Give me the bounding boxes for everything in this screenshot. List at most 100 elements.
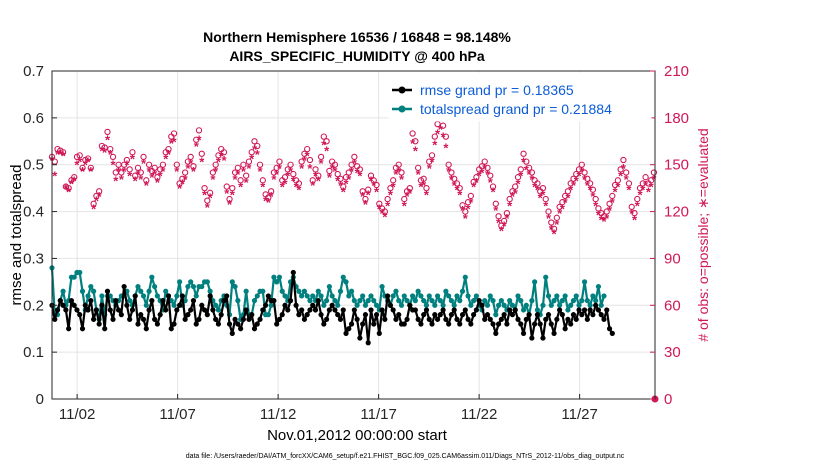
obs-possible-marker — [434, 120, 441, 128]
spread-point — [85, 293, 91, 299]
obs-possible-marker — [248, 149, 255, 156]
obs-evaluated-marker: * — [613, 184, 619, 199]
obs-possible-marker — [137, 169, 144, 176]
obs-possible-marker — [145, 161, 153, 168]
obs-evaluated-marker: * — [255, 147, 261, 162]
spread-point — [593, 298, 599, 304]
spread-point — [584, 298, 590, 304]
spread-point — [451, 302, 457, 308]
obs-evaluated-marker: * — [160, 164, 166, 179]
legend: rmse grand pr = 0.18365 totalspread gran… — [388, 72, 652, 122]
spread-point — [548, 302, 554, 308]
spread-point — [213, 302, 219, 308]
rmse-point — [63, 307, 69, 313]
obs-evaluated-marker: * — [546, 211, 552, 226]
x-axis-label: Nov.01,2012 00:00:00 start — [267, 427, 448, 444]
rmse-point — [190, 298, 197, 304]
rmse-point — [451, 307, 457, 313]
obs-evaluated-marker: * — [343, 176, 349, 191]
obs-evaluated-marker: * — [271, 172, 277, 187]
rmse-point — [307, 307, 313, 313]
rmse-point — [293, 302, 299, 308]
rmse-point — [135, 321, 141, 327]
rmse-point — [437, 312, 443, 318]
obs-possible-marker — [204, 197, 211, 204]
obs-evaluated-marker: * — [216, 155, 222, 170]
spread-point — [587, 302, 593, 308]
obs-possible-marker — [600, 213, 608, 220]
obs-possible-marker — [134, 164, 142, 171]
rmse-point — [121, 283, 127, 290]
rmse-point — [215, 321, 222, 327]
y-tick-label-left: 0.5 — [23, 157, 44, 174]
obs-possible-marker — [276, 158, 283, 165]
obs-evaluated-marker: * — [557, 206, 563, 221]
obs-evaluated-marker: * — [199, 155, 205, 170]
spread-point — [393, 288, 399, 294]
obs-evaluated-marker: * — [499, 223, 505, 238]
obs-possible-marker — [229, 184, 236, 192]
obs-evaluated-marker: * — [152, 167, 158, 182]
rmse-point — [426, 316, 432, 322]
obs-possible-marker — [423, 184, 430, 192]
obs-possible-marker — [118, 169, 125, 176]
obs-possible-marker — [523, 158, 530, 165]
rmse-point — [232, 316, 238, 322]
obs-possible-marker — [317, 153, 325, 161]
rmse-point — [188, 307, 194, 313]
rmse-point — [609, 330, 615, 336]
rmse-point — [171, 321, 177, 327]
obs-possible-marker — [592, 195, 599, 203]
obs-evaluated-marker: * — [191, 164, 197, 179]
y-tick-label-left: 0.6 — [23, 110, 44, 127]
obs-evaluated-marker: * — [58, 147, 64, 162]
obs-evaluated-marker: * — [651, 172, 657, 187]
spread-point — [581, 279, 588, 285]
rmse-point — [174, 307, 180, 313]
obs-possible-marker — [412, 138, 419, 145]
rmse-point — [99, 302, 105, 308]
obs-possible-marker — [237, 177, 244, 184]
rmse-point — [52, 316, 58, 322]
rmse-point — [207, 293, 213, 299]
rmse-point — [490, 321, 496, 327]
spread-point — [232, 283, 238, 290]
spread-point — [421, 298, 427, 304]
spread-point — [484, 302, 491, 308]
spread-point — [215, 307, 222, 313]
obs-evaluated-marker: * — [210, 172, 216, 187]
obs-evaluated-marker: * — [596, 208, 602, 223]
spread-point — [462, 274, 468, 280]
obs-possible-marker — [270, 169, 278, 176]
obs-possible-marker — [109, 153, 117, 161]
spread-point — [174, 293, 180, 299]
rmse-point — [385, 293, 391, 299]
y-tick-label-left: 0.2 — [23, 297, 44, 314]
legend-label-spread: totalspread grand pr = 0.21884 — [420, 101, 612, 117]
rmse-point — [581, 307, 588, 313]
obs-evaluated-marker: * — [130, 151, 136, 166]
rmse-point — [551, 330, 557, 336]
obs-possible-marker — [226, 195, 233, 203]
rmse-point — [357, 335, 363, 341]
rmse-point — [587, 307, 593, 313]
spread-point — [143, 302, 149, 308]
obs-possible-marker — [395, 161, 402, 168]
obs-possible-marker — [620, 156, 627, 164]
spread-point — [60, 288, 66, 294]
obs-evaluated-marker: * — [432, 137, 438, 152]
rmse-point — [315, 298, 321, 304]
rmse-point — [226, 321, 233, 327]
obs-evaluated-marker: * — [399, 172, 405, 187]
legend-box — [388, 72, 652, 122]
obs-possible-marker — [498, 222, 505, 229]
rmse-point — [60, 302, 66, 308]
rmse-point — [446, 321, 452, 327]
spread-point — [351, 298, 357, 304]
obs-possible-marker — [464, 199, 472, 206]
obs-possible-marker — [517, 166, 524, 173]
obs-evaluated-marker: * — [158, 169, 164, 184]
obs-evaluated-marker: * — [457, 187, 463, 202]
obs-evaluated-marker: * — [507, 198, 513, 213]
obs-possible-marker — [284, 166, 291, 173]
